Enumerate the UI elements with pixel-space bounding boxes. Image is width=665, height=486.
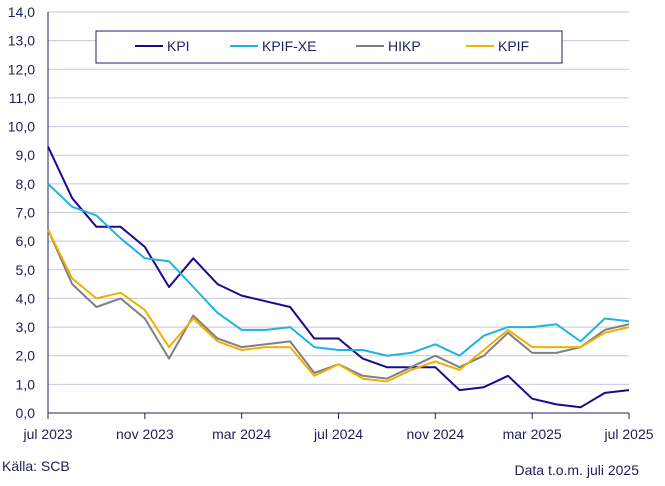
legend: KPI KPIF-XE HIKP KPIF (95, 30, 563, 64)
source-note: Källa: SCB (2, 458, 70, 474)
series-line-kpif-xe (47, 183, 630, 357)
y-tick-label: 0,0 (16, 405, 36, 421)
data-date-note: Data t.o.m. juli 2025 (514, 462, 639, 478)
x-axis: jul 2023 nov 2023 mar 2024 jul 2024 nov 2024… (22, 413, 654, 442)
y-tick-label: 3,0 (16, 319, 36, 335)
x-tick-label: jul 2023 (22, 426, 72, 442)
y-tick-label: 13,0 (8, 33, 35, 49)
line-chart: 0,0 1,0 2,0 3,0 4,0 5,0 6,0 7,0 8,0 9,0 10,0 11,0 12… (8, 4, 654, 442)
y-tick-label: 12,0 (8, 61, 35, 77)
x-tick-label: jul 2024 (313, 426, 363, 442)
y-tick-label: 6,0 (16, 233, 36, 249)
y-tick-label: 7,0 (16, 205, 36, 221)
legend-label: KPI (167, 38, 190, 54)
y-tick-label: 9,0 (16, 147, 36, 163)
series-line-kpif (47, 229, 630, 383)
y-tick-label: 2,0 (16, 348, 36, 364)
x-tick-label: mar 2025 (503, 426, 562, 442)
series-lines (47, 146, 630, 409)
x-tick-label: mar 2024 (212, 426, 271, 442)
x-tick-label: nov 2023 (116, 426, 174, 442)
y-tick-label: 8,0 (16, 176, 36, 192)
legend-label: HIKP (388, 38, 421, 54)
y-tick-label: 14,0 (8, 4, 35, 20)
y-tick-label: 4,0 (16, 290, 36, 306)
series-line-kpi (47, 146, 630, 409)
legend-label: KPIF (498, 38, 529, 54)
x-tick-label: jul 2025 (603, 426, 653, 442)
y-tick-label: 11,0 (9, 90, 35, 106)
y-axis: 0,0 1,0 2,0 3,0 4,0 5,0 6,0 7,0 8,0 9,0 10,0 11,0 12… (8, 4, 35, 421)
y-tick-label: 1,0 (16, 376, 36, 392)
x-tick-label: nov 2024 (407, 426, 465, 442)
y-tick-label: 10,0 (8, 119, 35, 135)
legend-label: KPIF-XE (262, 38, 316, 54)
y-tick-label: 5,0 (16, 262, 36, 278)
